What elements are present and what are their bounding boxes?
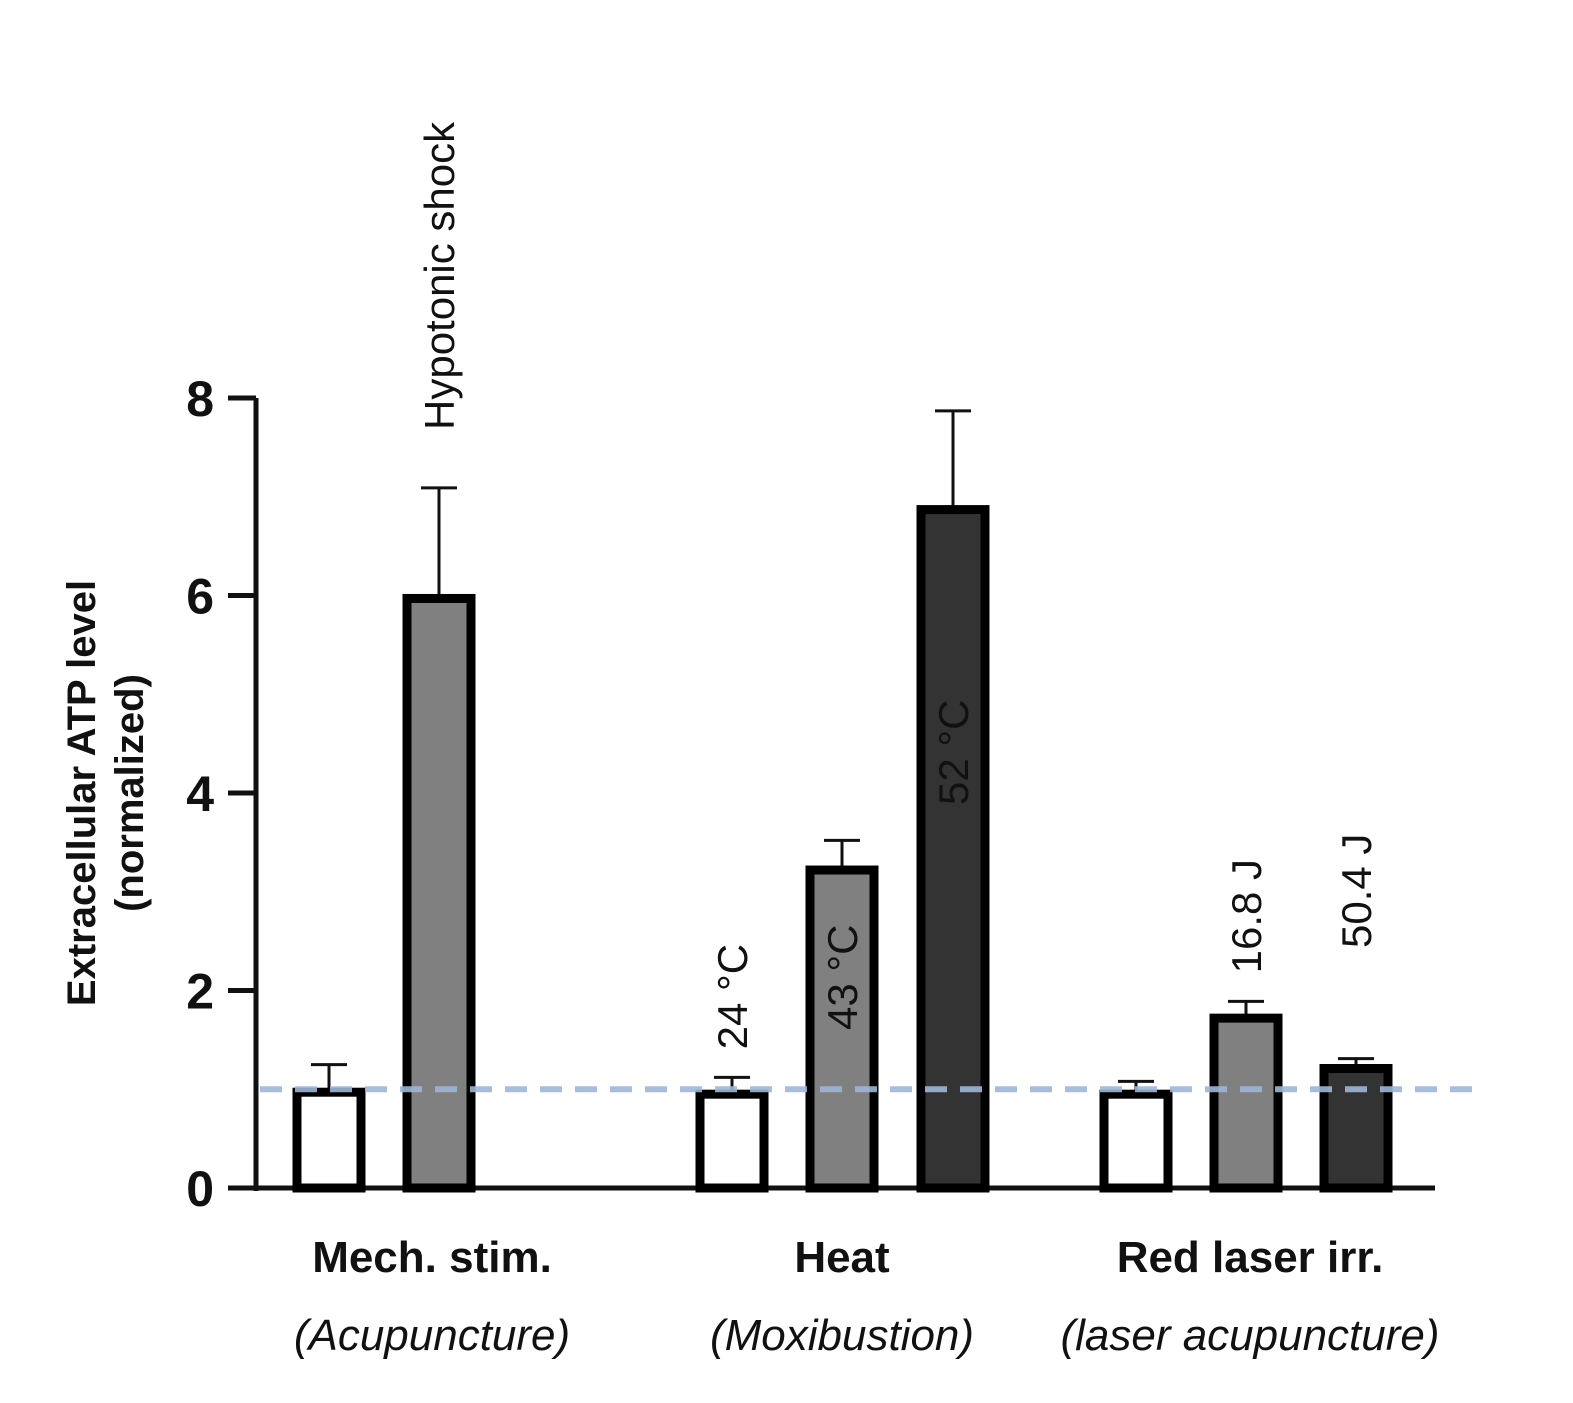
bar-annotation-label: 16.8 J bbox=[1223, 859, 1270, 973]
y-tick-label: 2 bbox=[186, 964, 214, 1020]
y-tick-label: 6 bbox=[186, 569, 214, 625]
bar[interactable] bbox=[805, 865, 879, 1193]
chart-plot-area: 0 2 4 6 8 Hypotonic shock Mech. stim. (Acupunct… bbox=[186, 121, 1475, 1360]
y-axis-label-line1: Extracellular ATP level bbox=[60, 580, 104, 1006]
y-tick-label: 0 bbox=[186, 1161, 214, 1217]
group-sublabel: (laser acupuncture) bbox=[1060, 1311, 1439, 1360]
bar[interactable] bbox=[695, 1089, 769, 1193]
bar[interactable] bbox=[1209, 1013, 1283, 1193]
group-label: Red laser irr. bbox=[1117, 1233, 1384, 1282]
bar-annotation-label: 24 °C bbox=[709, 944, 756, 1050]
bar[interactable] bbox=[402, 593, 476, 1193]
group-label: Heat bbox=[794, 1233, 890, 1282]
group-sublabel: (Acupuncture) bbox=[294, 1311, 570, 1360]
group-sublabel: (Moxibustion) bbox=[710, 1311, 974, 1360]
bar-annotation-label: Hypotonic shock bbox=[416, 121, 463, 430]
bar[interactable] bbox=[916, 505, 990, 1193]
y-tick-label: 8 bbox=[186, 371, 214, 427]
bar-annotation-label: 43 °C bbox=[819, 924, 866, 1030]
bar[interactable] bbox=[292, 1087, 366, 1193]
bar[interactable] bbox=[1099, 1089, 1173, 1193]
y-axis-label-line2: (normalized) bbox=[108, 674, 152, 912]
group-label: Mech. stim. bbox=[312, 1233, 552, 1282]
y-tick-label: 4 bbox=[186, 766, 214, 822]
bar-annotation-label: 52 °C bbox=[930, 699, 977, 805]
bar-annotation-label: 50.4 J bbox=[1333, 834, 1380, 948]
